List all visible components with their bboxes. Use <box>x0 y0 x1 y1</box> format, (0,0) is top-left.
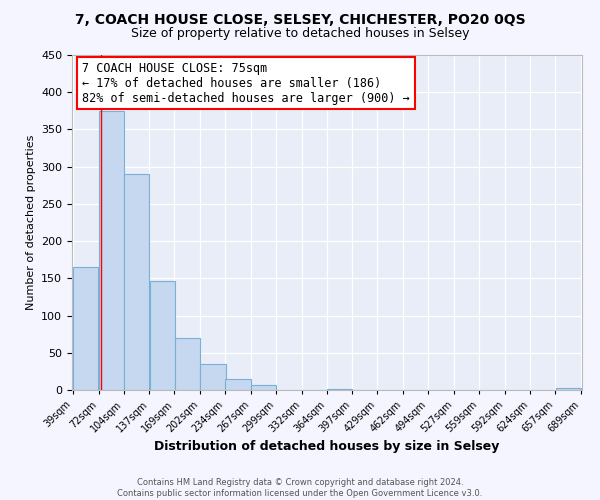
Bar <box>225 379 251 390</box>
Text: Size of property relative to detached houses in Selsey: Size of property relative to detached ho… <box>131 28 469 40</box>
Bar <box>149 280 175 390</box>
Y-axis label: Number of detached properties: Number of detached properties <box>26 135 35 310</box>
Bar <box>556 388 581 390</box>
Text: 7, COACH HOUSE CLOSE, SELSEY, CHICHESTER, PO20 0QS: 7, COACH HOUSE CLOSE, SELSEY, CHICHESTER… <box>74 12 526 26</box>
Text: Contains HM Land Registry data © Crown copyright and database right 2024.
Contai: Contains HM Land Registry data © Crown c… <box>118 478 482 498</box>
Bar <box>200 364 226 390</box>
Bar <box>327 388 352 390</box>
Bar <box>124 174 149 390</box>
Bar <box>73 267 98 390</box>
Text: 7 COACH HOUSE CLOSE: 75sqm
← 17% of detached houses are smaller (186)
82% of sem: 7 COACH HOUSE CLOSE: 75sqm ← 17% of deta… <box>82 62 410 104</box>
Bar <box>175 338 200 390</box>
Bar <box>99 111 124 390</box>
X-axis label: Distribution of detached houses by size in Selsey: Distribution of detached houses by size … <box>154 440 500 452</box>
Bar <box>251 385 277 390</box>
